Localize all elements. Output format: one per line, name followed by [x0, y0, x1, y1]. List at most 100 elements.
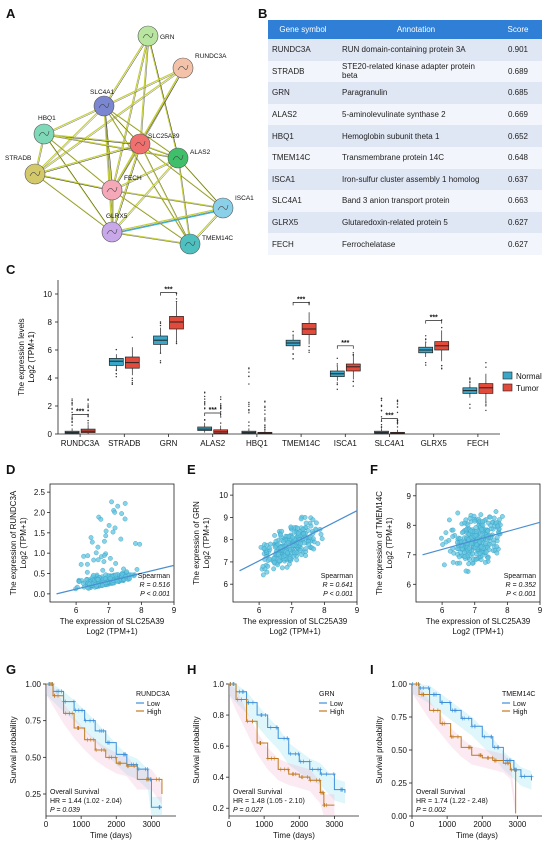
- scatter-point: [459, 530, 465, 535]
- panel-label-d: D: [6, 462, 16, 477]
- outlier: [469, 380, 471, 382]
- scatter-point: [300, 526, 306, 532]
- censor-mark: [97, 728, 102, 733]
- network-node: [179, 233, 201, 255]
- network-edge: [103, 105, 191, 245]
- network-node-label: HBQ1: [38, 115, 56, 122]
- x-axis-title: Time (days): [90, 831, 132, 840]
- legend-label: Low: [330, 701, 344, 708]
- censor-mark: [317, 778, 322, 783]
- scatter-point: [295, 530, 301, 536]
- network-node-label: ALAS2: [190, 149, 211, 156]
- outlier: [204, 398, 206, 400]
- scatter-point: [470, 560, 475, 566]
- box: [478, 383, 494, 394]
- network-edge: [111, 189, 224, 209]
- outlier: [352, 380, 354, 383]
- censor-mark: [265, 756, 270, 761]
- x-tick-label: 8: [505, 606, 510, 615]
- outlier: [220, 416, 222, 418]
- scatter-point: [306, 542, 311, 547]
- outlier: [264, 418, 266, 421]
- outlier: [264, 406, 266, 409]
- outlier: [469, 378, 471, 380]
- significance-bracket: [336, 345, 354, 349]
- outlier: [115, 369, 118, 372]
- censor-mark: [275, 725, 280, 730]
- y-tick-label: 0.8: [213, 711, 225, 720]
- node-glyph: [38, 130, 50, 137]
- outlier: [115, 373, 118, 375]
- outlier: [380, 410, 383, 412]
- censor-mark: [83, 718, 88, 723]
- outlier: [485, 366, 487, 368]
- scatter-point: [84, 569, 90, 575]
- network-edge: [140, 36, 150, 146]
- col-header-score: Score: [494, 20, 542, 39]
- network-edge: [111, 189, 191, 245]
- cell-annotation: STE20-related kinase adapter protein bet…: [338, 60, 494, 83]
- scatter-point: [311, 546, 317, 552]
- outlier: [425, 338, 427, 341]
- network-edge: [44, 134, 180, 160]
- x-tick-label: STRADB: [108, 439, 140, 448]
- y-tick-label: 0.25: [391, 779, 407, 788]
- scatter-point: [493, 509, 499, 514]
- cell-score: 0.901: [494, 39, 542, 61]
- outlier: [425, 335, 427, 337]
- outlier: [220, 404, 222, 407]
- censor-mark: [470, 724, 475, 729]
- outlier: [131, 379, 133, 382]
- stat-p: P < 0.001: [323, 591, 353, 598]
- censor-mark: [257, 741, 262, 746]
- censor-mark: [91, 718, 96, 723]
- outlier: [71, 399, 73, 402]
- scatter-point: [260, 572, 266, 578]
- panel-label-h: H: [187, 662, 197, 677]
- scatter-point: [457, 560, 463, 566]
- outlier: [87, 422, 89, 424]
- scatter-point: [115, 503, 121, 509]
- stats-p: P = 0.002: [416, 807, 446, 814]
- scatter-point: [109, 567, 115, 573]
- scatter-point: [298, 540, 304, 546]
- scatter-point: [299, 552, 304, 558]
- scatter-point: [95, 544, 101, 550]
- censor-mark: [519, 774, 524, 779]
- network-edge: [43, 105, 105, 135]
- outlier: [159, 352, 162, 354]
- confidence-band: [46, 684, 162, 805]
- outlier: [248, 367, 250, 369]
- scatter-point: [319, 536, 325, 542]
- censor-mark: [308, 778, 313, 783]
- legend-label: High: [330, 709, 345, 716]
- censor-mark: [240, 689, 245, 694]
- network-node-label: ISCA1: [235, 195, 254, 202]
- scatter-point: [477, 550, 483, 556]
- x-tick-label: 9: [355, 606, 360, 615]
- network-edge: [104, 106, 180, 160]
- censor-mark: [453, 708, 458, 713]
- outlier: [485, 409, 487, 412]
- y-tick-label: 0.0: [34, 590, 46, 599]
- outlier: [264, 401, 266, 403]
- censor-mark: [324, 772, 329, 777]
- outlier: [204, 391, 206, 393]
- censor-mark: [485, 755, 490, 760]
- scatter-point: [278, 532, 283, 538]
- scatter-point: [465, 522, 471, 528]
- censor-mark: [118, 761, 123, 766]
- y-tick-label: 8: [407, 521, 412, 530]
- scatter-point: [272, 533, 277, 538]
- scatter-point: [450, 534, 456, 539]
- outlier: [396, 423, 399, 425]
- scatter-point: [103, 533, 109, 539]
- network-node-label: TMEM14C: [202, 235, 233, 242]
- outlier: [308, 351, 310, 353]
- node-glyph: [29, 170, 41, 177]
- censor-mark: [157, 805, 162, 810]
- scatter-point: [137, 541, 143, 547]
- cell-score: 0.685: [494, 82, 542, 104]
- x-tick-label: 2000: [107, 820, 125, 829]
- scatter-point: [496, 517, 502, 523]
